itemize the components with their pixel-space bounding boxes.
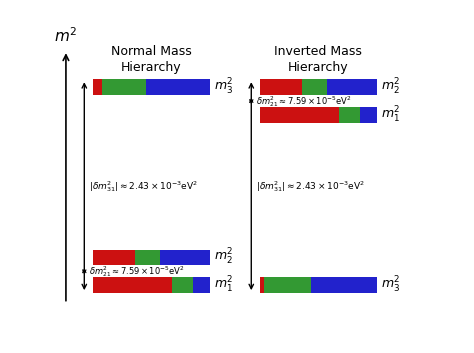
Text: $\delta m^2_{21} \approx 7.59 \times 10^{-5}$eV$^2$: $\delta m^2_{21} \approx 7.59 \times 10^… — [89, 264, 185, 279]
Text: $m^2$: $m^2$ — [55, 26, 78, 45]
Bar — [339, 107, 360, 123]
Text: $m_1^2$: $m_1^2$ — [213, 275, 233, 295]
Bar — [172, 277, 193, 293]
Bar — [328, 79, 376, 95]
Text: Inverted Mass
Hierarchy: Inverted Mass Hierarchy — [274, 45, 362, 74]
Bar — [160, 250, 210, 265]
Bar — [193, 277, 210, 293]
Bar — [360, 107, 376, 123]
Bar — [92, 250, 135, 265]
Bar — [102, 79, 146, 95]
Bar — [260, 277, 264, 293]
Bar — [301, 79, 328, 95]
Bar — [264, 277, 311, 293]
Bar — [311, 277, 376, 293]
Bar — [92, 277, 172, 293]
Text: $\delta m^2_{21} \approx 7.59 \times 10^{-5}$eV$^2$: $\delta m^2_{21} \approx 7.59 \times 10^… — [256, 94, 352, 108]
Text: Normal Mass
Hierarchy: Normal Mass Hierarchy — [111, 45, 191, 74]
Text: $m_1^2$: $m_1^2$ — [381, 105, 400, 125]
Text: $|\delta m^2_{31}| \approx 2.43 \times 10^{-3}$eV$^2$: $|\delta m^2_{31}| \approx 2.43 \times 1… — [256, 179, 365, 194]
Bar — [260, 79, 301, 95]
Bar — [146, 79, 210, 95]
Text: $m_3^2$: $m_3^2$ — [213, 77, 233, 97]
Text: $m_2^2$: $m_2^2$ — [213, 247, 233, 268]
Text: $m_3^2$: $m_3^2$ — [381, 275, 400, 295]
Bar — [92, 79, 102, 95]
Text: $m_2^2$: $m_2^2$ — [381, 77, 400, 97]
Bar — [135, 250, 160, 265]
Text: $|\delta m^2_{31}| \approx 2.43 \times 10^{-3}$eV$^2$: $|\delta m^2_{31}| \approx 2.43 \times 1… — [89, 179, 198, 194]
Bar — [260, 107, 339, 123]
